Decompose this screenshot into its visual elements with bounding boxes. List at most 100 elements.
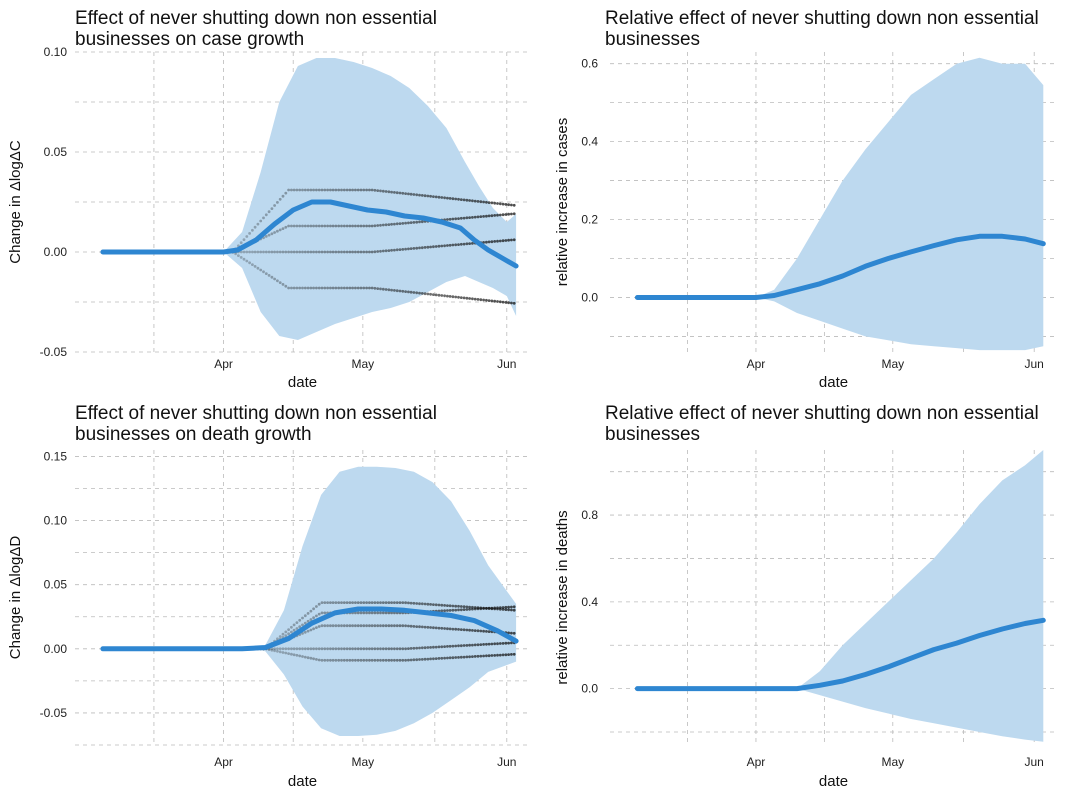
simulation-dot — [429, 603, 432, 606]
simulation-dot — [340, 647, 343, 651]
simulation-dot — [334, 286, 338, 290]
simulation-dot — [303, 614, 307, 618]
simulation-dot — [440, 656, 444, 660]
simulation-dot — [306, 250, 310, 254]
simulation-dot — [362, 658, 366, 662]
simulation-dot — [398, 658, 402, 662]
simulation-dot — [312, 647, 315, 651]
simulation-dot — [323, 611, 327, 615]
simulation-dot — [412, 291, 416, 294]
simulation-dot — [507, 212, 510, 216]
simulation-dot — [329, 250, 332, 254]
simulation-dot — [354, 188, 357, 192]
simulation-dot — [312, 657, 315, 661]
simulation-dot — [415, 220, 419, 224]
chart-title-line-2: businesses on case growth — [75, 29, 305, 50]
simulation-dot — [459, 655, 463, 659]
simulation-dot — [362, 286, 366, 290]
simulation-dot — [487, 630, 491, 633]
simulation-dot — [418, 246, 421, 250]
y-axis-label: relative increase in deaths — [554, 510, 571, 684]
simulation-dot — [434, 195, 438, 199]
simulation-dot — [409, 601, 413, 605]
simulation-dot — [457, 628, 460, 631]
simulation-dot — [420, 194, 424, 197]
simulation-dot — [320, 224, 324, 228]
simulation-dot — [432, 293, 435, 296]
simulation-dot — [317, 658, 321, 662]
simulation-dot — [401, 647, 405, 651]
y-tick-label: -0.05 — [40, 706, 68, 720]
simulation-dot — [409, 290, 413, 294]
simulation-dot — [329, 188, 332, 192]
simulation-dot — [448, 644, 452, 648]
simulation-dot — [320, 188, 324, 192]
simulation-dot — [315, 286, 318, 290]
simulation-dot — [443, 196, 446, 200]
simulation-dot — [387, 601, 391, 604]
simulation-dot — [337, 658, 341, 662]
simulation-dot — [287, 224, 290, 228]
simulation-dot — [451, 604, 455, 608]
simulation-dot — [418, 625, 421, 629]
simulation-dot — [462, 655, 466, 659]
simulation-dot — [356, 647, 360, 651]
simulation-dot — [504, 653, 508, 657]
simulation-dot — [512, 631, 516, 635]
simulation-dot — [312, 607, 315, 611]
simulation-dot — [465, 216, 469, 220]
simulation-dot — [446, 244, 449, 247]
simulation-dot — [415, 291, 419, 295]
simulation-dot — [462, 296, 466, 300]
simulation-dot — [446, 656, 449, 660]
simulation-dot — [426, 657, 430, 661]
chart-title-line-1: Relative effect of never shutting down n… — [605, 8, 1039, 29]
simulation-dot — [331, 624, 335, 628]
simulation-dot — [370, 601, 374, 604]
simulation-dot — [476, 298, 480, 301]
simulation-dot — [473, 629, 477, 632]
x-tick-label: Jun — [497, 357, 516, 371]
simulation-dot — [290, 224, 293, 228]
simulation-dot — [370, 286, 374, 290]
simulation-dot — [323, 658, 327, 662]
simulation-dot — [276, 229, 279, 233]
simulation-dot — [323, 624, 327, 628]
simulation-dot — [262, 250, 265, 254]
y-tick-label: 0.05 — [44, 578, 68, 592]
simulation-dot — [276, 647, 279, 651]
simulation-dot — [423, 646, 427, 650]
simulation-dot — [487, 214, 491, 218]
simulation-dot — [259, 219, 263, 223]
simulation-dot — [379, 658, 382, 662]
simulation-dot — [510, 212, 513, 216]
simulation-dot — [365, 647, 368, 651]
simulation-dot — [326, 188, 329, 192]
simulation-dot — [342, 647, 346, 651]
simulation-dot — [496, 213, 499, 217]
simulation-dot — [320, 601, 324, 604]
simulation-dot — [320, 658, 324, 662]
simulation-dot — [281, 250, 285, 254]
simulation-dot — [387, 611, 391, 615]
death-growth-plot: -0.05 0.00 0.05 0.10 0.15 Apr May Jun date Change… — [7, 449, 530, 790]
simulation-dot — [395, 289, 399, 293]
simulation-dot — [264, 235, 268, 238]
simulation-dot — [415, 658, 419, 662]
simulation-dot — [459, 644, 463, 648]
simulation-dot — [301, 616, 304, 620]
simulation-dot — [267, 233, 271, 237]
simulation-dot — [354, 658, 357, 662]
simulation-dot — [465, 296, 469, 300]
simulation-dot — [284, 647, 288, 651]
simulation-dot — [320, 624, 324, 628]
simulation-dot — [376, 658, 380, 662]
simulation-dot — [342, 250, 346, 254]
simulation-dot — [326, 658, 329, 662]
simulation-dot — [329, 624, 332, 628]
simulation-dot — [454, 217, 458, 221]
simulation-dot — [454, 243, 458, 247]
simulation-dot — [501, 606, 505, 609]
simulation-dot — [287, 286, 290, 290]
simulation-dot — [393, 191, 396, 194]
